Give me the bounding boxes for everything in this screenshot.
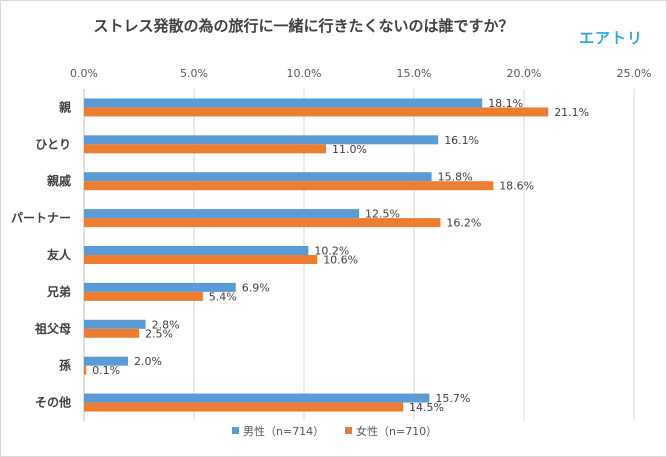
bar-male (84, 246, 309, 255)
bar-male (84, 135, 439, 145)
x-tick-label: 0.0% (70, 67, 98, 80)
data-label: 5.4% (209, 290, 237, 303)
data-label: 12.5% (365, 208, 400, 221)
data-label: 16.2% (446, 217, 481, 230)
data-label: 10.2% (314, 245, 349, 258)
category-label: 祖父母 (34, 321, 71, 336)
legend-swatch (232, 427, 239, 434)
chart-title: ストレス発散の為の旅行に一緒に行きたくないのは誰ですか？ (93, 17, 514, 35)
data-label: 18.6% (499, 180, 534, 193)
data-label: 15.8% (438, 171, 473, 184)
category-label: その他 (35, 395, 71, 410)
data-label: 0.1% (92, 364, 120, 377)
x-tick-label: 25.0% (617, 67, 652, 80)
category-label: 兄弟 (46, 284, 71, 299)
x-tick-label: 15.0% (397, 67, 432, 80)
category-label: 孫 (59, 358, 71, 373)
bar-female (84, 328, 139, 338)
bar-male (84, 319, 146, 329)
bar-female (84, 255, 318, 264)
bar-female (84, 218, 441, 228)
legend-entry: 女性（n=710） (356, 424, 437, 438)
category-label: 親戚 (47, 173, 71, 188)
x-tick-label: 10.0% (287, 67, 322, 80)
data-label: 2.0% (134, 355, 162, 368)
data-label: 21.1% (554, 106, 589, 119)
bar-female (84, 291, 203, 301)
data-label: 2.5% (145, 327, 173, 340)
data-label: 2.8% (152, 318, 180, 331)
legend-swatch (345, 427, 352, 434)
data-label: 16.1% (444, 134, 479, 147)
data-label: 14.5% (409, 401, 444, 414)
bar-female (84, 402, 403, 412)
data-label: 10.6% (323, 254, 358, 267)
bar-female (84, 181, 494, 191)
x-tick-label: 20.0% (507, 67, 542, 80)
data-label: 11.0% (332, 143, 367, 156)
bar-male (84, 209, 359, 219)
category-label: 親 (59, 99, 71, 114)
bar-male (84, 393, 430, 403)
bar-female (84, 107, 549, 117)
x-tick-label: 5.0% (180, 67, 208, 80)
data-label: 6.9% (242, 281, 270, 294)
bar-male (84, 98, 483, 108)
legend-entry: 男性（n=714） (243, 424, 324, 438)
brand-logo: エアトリ (579, 29, 644, 47)
category-label: パートナー (11, 211, 71, 225)
bar-male (84, 356, 128, 366)
category-label: 友人 (46, 247, 72, 262)
bar-male (84, 282, 236, 292)
data-label: 18.1% (488, 97, 523, 110)
bar-female (84, 365, 87, 375)
bar-male (84, 172, 432, 182)
data-label: 15.7% (435, 392, 470, 405)
category-label: ひとり (35, 137, 71, 151)
bar-female (84, 144, 326, 154)
